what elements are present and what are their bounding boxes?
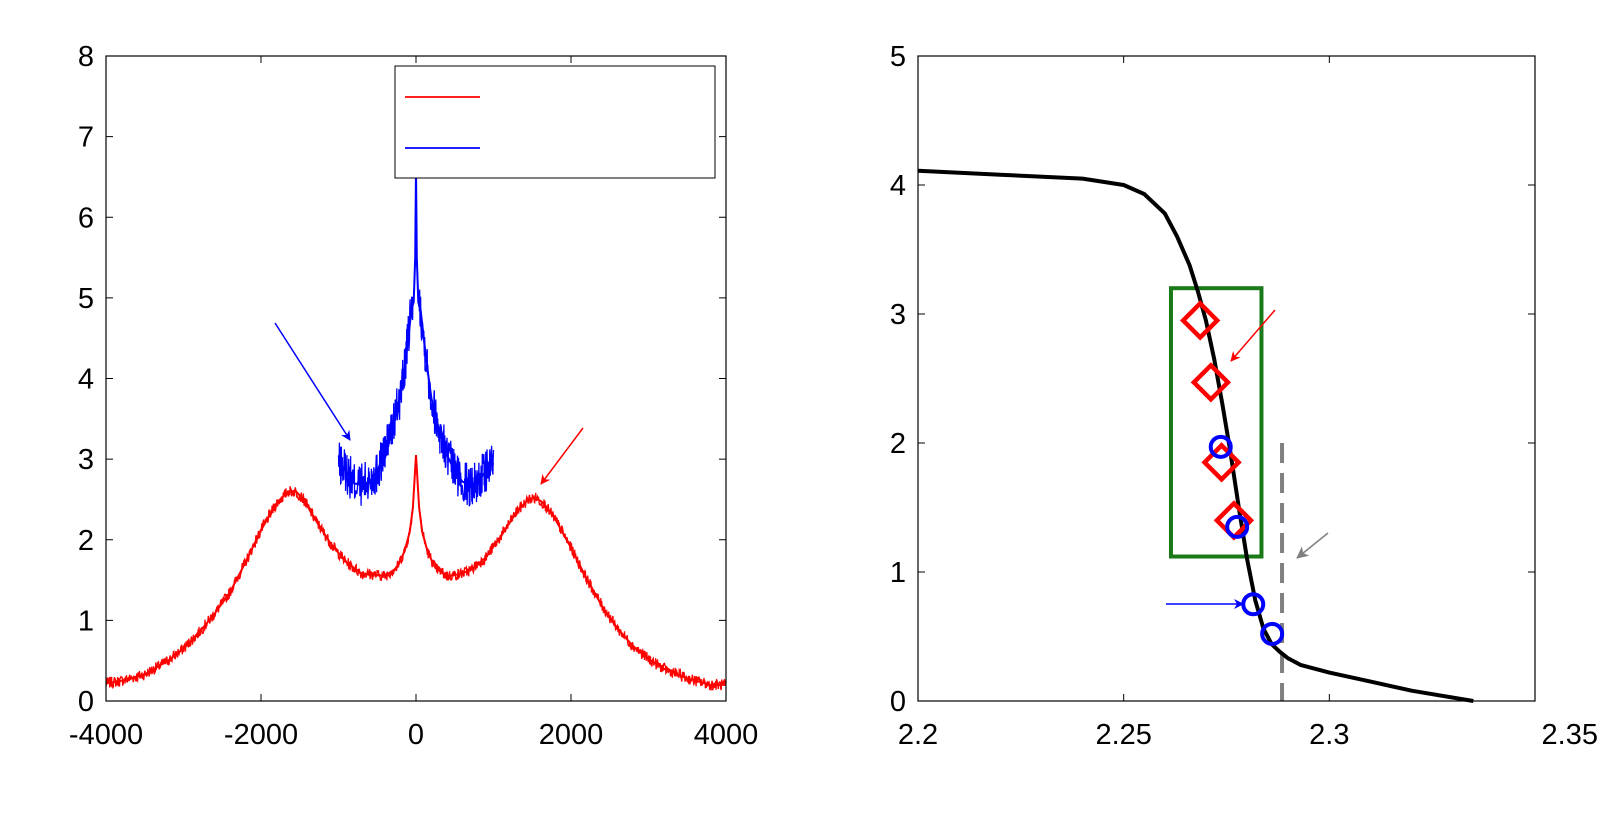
y-tick-label: 7 — [78, 122, 94, 154]
panel-b-axes-frame — [917, 55, 1536, 702]
y-tick-label: 4 — [78, 364, 94, 396]
arrow-separatrix — [1296, 532, 1329, 559]
density-profile-layer — [917, 168, 1474, 703]
y-tick-label: 5 — [890, 41, 906, 73]
annotation-arrow-blue — [274, 322, 351, 441]
y-tick-label: 8 — [78, 41, 94, 73]
y-tick-label: 1 — [890, 557, 906, 589]
series-red-line — [105, 459, 727, 691]
highlight-box — [1168, 286, 1264, 559]
x-tick-label: 0 — [408, 719, 424, 751]
x-tick-label: 2.35 — [1542, 719, 1598, 751]
marker-dfr-j — [1201, 442, 1242, 483]
annotation-arrow-red — [540, 427, 584, 485]
y-tick-label: 1 — [78, 605, 94, 637]
x-tick-label: 2000 — [539, 719, 604, 751]
x-tick-label: 4000 — [694, 719, 759, 751]
panel-b: 2.2 2.25 2.3 2.35 0 1 2 3 4 5 — [890, 41, 1598, 751]
a-series-red — [105, 455, 727, 691]
marker-dfr-k — [1260, 621, 1285, 646]
marker-dfr-j — [1179, 300, 1221, 341]
highlight-box-layer — [1168, 286, 1264, 559]
marker-dfr-j — [1190, 362, 1232, 403]
y-tick-label: 0 — [78, 686, 94, 718]
arrow-dfr-j — [1230, 309, 1276, 362]
panel-b-ticks: 2.2 2.25 2.3 2.35 0 1 2 3 4 5 — [890, 41, 1598, 751]
panel-a-legend — [394, 65, 716, 179]
y-tick-label: 6 — [78, 202, 94, 234]
legend-box — [394, 65, 716, 179]
x-tick-label: 2.2 — [898, 719, 938, 751]
series-red-line-trace — [105, 455, 726, 686]
y-tick-label: 0 — [890, 686, 906, 718]
y-tick-label: 5 — [78, 283, 94, 315]
y-tick-label: 3 — [890, 299, 906, 331]
y-tick-label: 4 — [890, 170, 906, 202]
density-profile-line — [917, 168, 1474, 703]
marker-dfr-k — [1208, 434, 1233, 459]
x-tick-label: 2.25 — [1095, 719, 1151, 751]
marker-dfr-k — [1225, 514, 1250, 539]
x-tick-label: -2000 — [224, 719, 298, 751]
y-tick-label: 2 — [890, 428, 906, 460]
x-tick-label: -4000 — [69, 719, 143, 751]
y-tick-label: 2 — [78, 525, 94, 557]
series-blue-line-trace — [337, 168, 495, 486]
y-tick-label: 3 — [78, 444, 94, 476]
panel-a: -4000 -2000 0 2000 4000 0 1 2 3 4 5 6 7 8 — [69, 41, 758, 751]
panel-a-ticks: -4000 -2000 0 2000 4000 0 1 2 3 4 5 6 7 8 — [69, 41, 758, 751]
x-tick-label: 2.3 — [1309, 719, 1349, 751]
